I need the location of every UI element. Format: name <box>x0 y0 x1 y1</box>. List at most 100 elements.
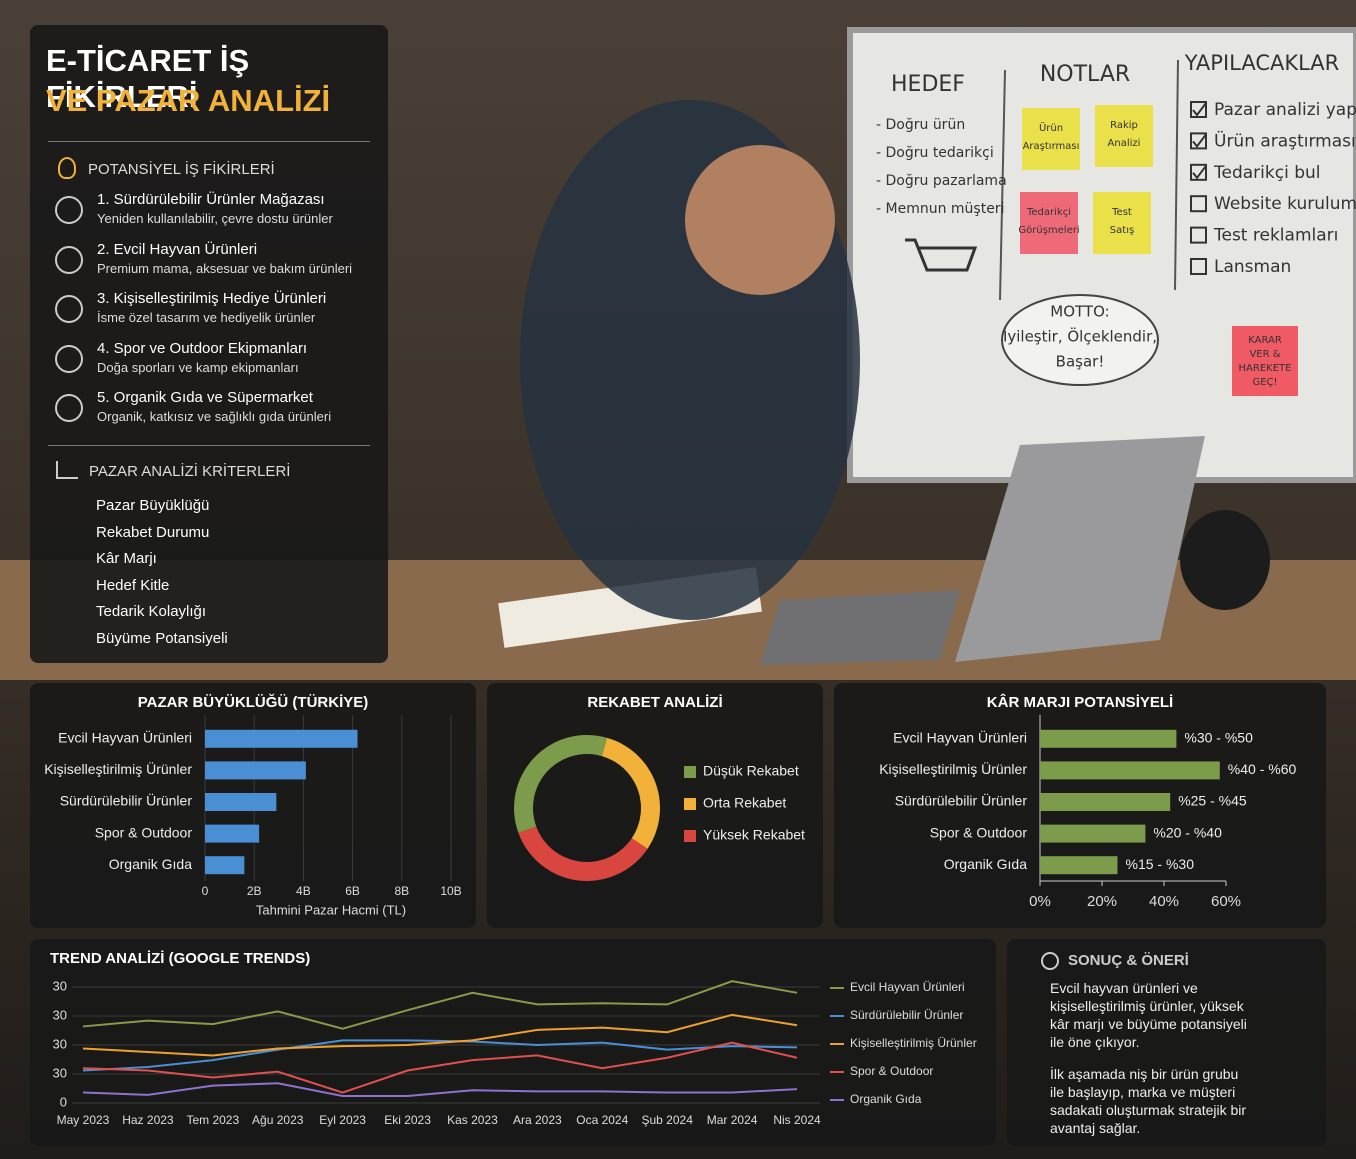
legend-label: Sürdürülebilir Ürünler <box>850 1008 963 1022</box>
y-tick-label: 0 <box>60 1094 67 1109</box>
x-tick-label: 10B <box>440 884 461 898</box>
pie-segment <box>518 826 648 881</box>
x-tick-label: 4B <box>296 884 311 898</box>
y-tick-label: Sürdürülebilir Ürünler <box>60 792 193 809</box>
idea-name: 3. Kişiselleştirilmiş Hediye Ürünleri <box>97 290 327 308</box>
motto-text: İyileştir, Ölçeklendir, <box>1003 327 1157 346</box>
criterion: Rekabet Durumu <box>96 523 210 541</box>
bar <box>205 824 260 843</box>
action-note-text: GEÇ! <box>1252 377 1277 388</box>
title: E-TİCARET İŞ FİKİRLERİ <box>46 43 250 114</box>
idea-name: 4. Spor ve Outdoor Ekipmanları <box>97 339 308 357</box>
bar <box>205 856 245 875</box>
bar <box>1040 824 1146 843</box>
y-tick-label: 30 <box>53 1007 67 1022</box>
pie-segment <box>514 735 608 833</box>
x-tick-label: Eki 2023 <box>384 1113 431 1127</box>
margin-chart: KÂR MARJI POTANSİYELİ 0% 20% 40% 60% Evcil Ha… <box>834 683 1326 928</box>
legend-swatch <box>684 766 696 778</box>
x-tick-label: 40% <box>1149 893 1179 910</box>
x-tick-label: 6B <box>345 884 360 898</box>
idea-icon <box>55 344 83 373</box>
trend-line <box>82 1082 798 1098</box>
action-note-text: VER & <box>1249 349 1280 360</box>
x-tick-label: Haz 2023 <box>122 1113 174 1127</box>
laptop-base <box>760 590 960 665</box>
trend-line <box>82 1039 798 1072</box>
sticky-note <box>1095 105 1153 167</box>
idea-description: İsme özel tasarım ve hediyelik ürünler <box>97 310 316 326</box>
laptop <box>955 436 1205 662</box>
todo-item: Lansman <box>1214 257 1291 277</box>
chart-icon <box>56 461 78 479</box>
action-note-text: HAREKETE <box>1239 363 1292 374</box>
criterion: Pazar Büyüklüğü <box>96 497 210 514</box>
y-tick-label: Evcil Hayvan Ürünleri <box>58 729 192 746</box>
action-note <box>1232 326 1298 396</box>
bar-annotation: %20 - %40 <box>1153 824 1222 840</box>
criterion: Tedarik Kolaylığı <box>96 603 207 620</box>
bar <box>1040 761 1220 780</box>
competition-chart: REKABET ANALİZİ Düşük Rekabet Orta Rekabet… <box>487 683 823 928</box>
chart-title: PAZAR BÜYÜKLÜĞÜ (TÜRKİYE) <box>138 693 369 711</box>
chart-title: REKABET ANALİZİ <box>587 694 722 711</box>
note-text: Satış <box>1110 225 1134 236</box>
y-tick-label: Organik Gıda <box>944 856 1027 872</box>
x-tick-label: 0 <box>202 884 209 898</box>
background-scene: HEDEF - Doğru ürün - Doğru tedarikçi - Doğr… <box>0 27 1356 680</box>
x-tick-label: Kas 2023 <box>447 1113 498 1127</box>
checkbox <box>1190 195 1207 213</box>
legend-label: Düşük Rekabet <box>703 763 799 779</box>
section-heading: PAZAR ANALİZİ KRİTERLERİ <box>89 463 291 480</box>
goal-item: - Doğru tedarikçi <box>876 145 994 161</box>
x-tick-label: Mar 2024 <box>707 1113 758 1127</box>
x-tick-label: 8B <box>394 884 409 898</box>
x-tick-label: Ara 2023 <box>513 1113 562 1127</box>
x-tick-label: Eyl 2023 <box>319 1113 366 1127</box>
idea-name: 5. Organik Gıda ve Süpermarket <box>97 389 313 407</box>
idea-icon <box>55 394 83 423</box>
y-tick-label: 30 <box>53 1036 67 1051</box>
conclusion-heading: SONUÇ & ÖNERİ <box>1068 952 1189 969</box>
todo-item: Tedarikçi bul <box>1213 163 1320 183</box>
action-note-text: KARAR <box>1248 335 1282 346</box>
sticky-note <box>1020 192 1078 254</box>
target-icon <box>1041 952 1059 970</box>
y-tick-label: Kişiselleştirilmiş Ürünler <box>44 760 192 777</box>
checkbox-tick <box>1192 102 1207 117</box>
bar-annotation: %25 - %45 <box>1178 793 1247 809</box>
bar-annotation: %15 - %30 <box>1126 856 1195 872</box>
y-tick-label: Evcil Hayvan Ürünleri <box>893 729 1027 746</box>
goal-heading: HEDEF <box>891 72 965 97</box>
paragraph: İlk aşamada niş bir ürün grubu ile başla… <box>1050 1066 1247 1136</box>
y-tick-label: 30 <box>53 978 67 993</box>
x-tick-label: 0% <box>1029 893 1051 910</box>
x-tick-label: 20% <box>1087 893 1117 910</box>
bar-annotation: %40 - %60 <box>1228 761 1297 777</box>
motto-cloud <box>1001 294 1159 386</box>
motto-text: Başar! <box>1056 353 1105 371</box>
goal-item: - Memnun müşteri <box>876 201 1004 217</box>
y-tick-label: Spor & Outdoor <box>930 824 1028 840</box>
legend-swatch <box>684 798 696 810</box>
y-tick-label: Spor & Outdoor <box>95 824 193 840</box>
y-tick-label: Sürdürülebilir Ürünler <box>895 792 1028 809</box>
legend-label: Yüksek Rekabet <box>703 827 805 843</box>
sticky-note <box>1093 192 1151 254</box>
legend-swatch <box>684 830 696 842</box>
market-size-chart: PAZAR BÜYÜKLÜĞÜ (TÜRKİYE) 0 2B 4B 6B 8B 10B Evc… <box>30 683 476 928</box>
todo-item: Pazar analizi yap <box>1214 100 1356 120</box>
conclusion-panel: SONUÇ & ÖNERİ Evcil hayvan ürünleri ve k… <box>1007 939 1326 1146</box>
checkbox <box>1190 163 1207 181</box>
x-tick-label: Nis 2024 <box>773 1113 821 1127</box>
divider <box>1174 59 1179 291</box>
idea-description: Doğa sporları ve kamp ekipmanları <box>97 359 299 375</box>
idea-icon <box>55 295 83 324</box>
section-heading: POTANSİYEL İŞ FİKİRLERİ <box>88 161 275 178</box>
trend-line <box>82 1013 798 1057</box>
checkbox-tick <box>1192 133 1207 149</box>
sticky-note <box>1022 108 1080 170</box>
legend-label: Evcil Hayvan Ürünleri <box>850 980 965 994</box>
bulb-icon <box>58 157 76 179</box>
